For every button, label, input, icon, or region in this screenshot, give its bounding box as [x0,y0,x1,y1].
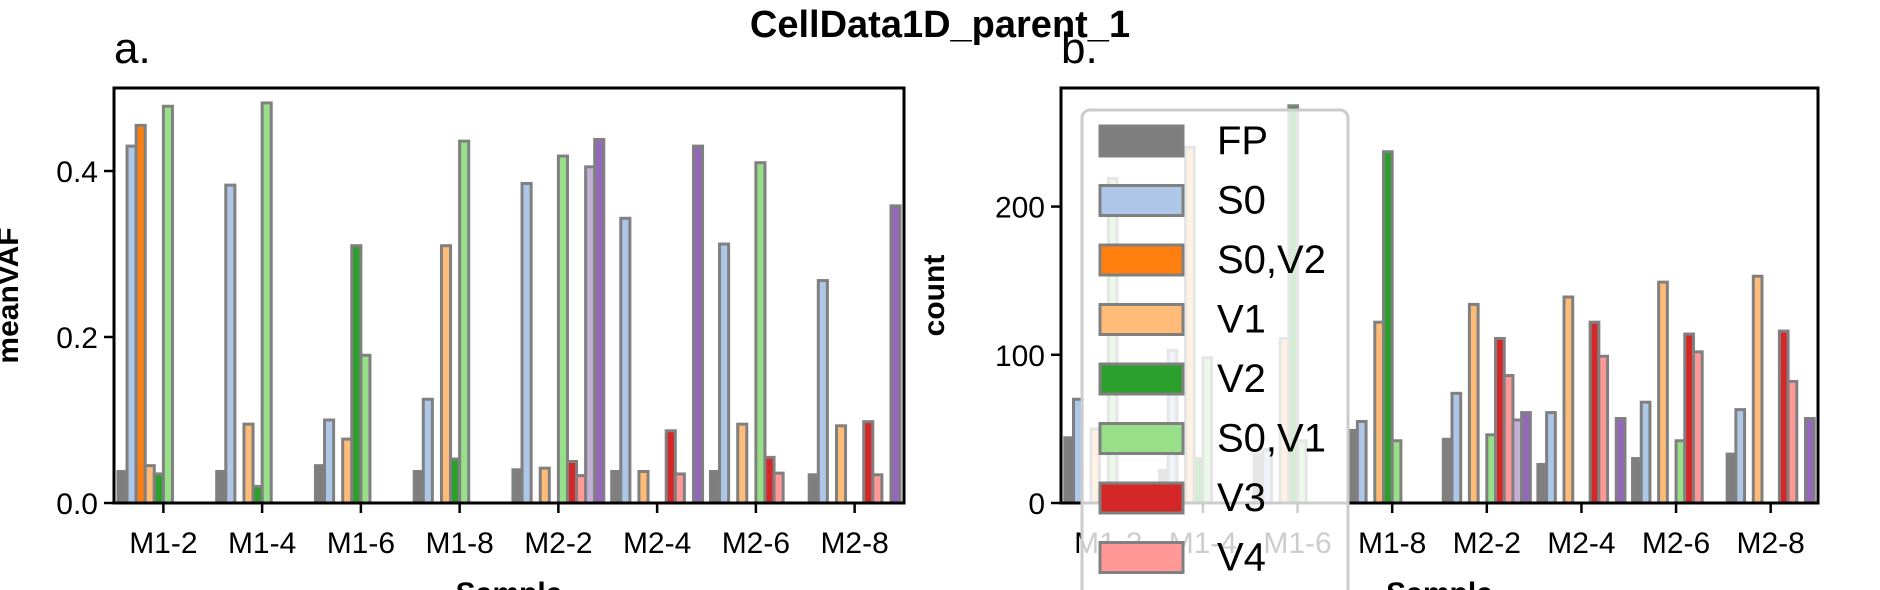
y-axis-label: meanVAF [0,227,25,363]
bar [421,397,434,505]
legend-box [1080,108,1350,590]
y-tick-label: 100 [995,340,1045,373]
x-tick-label: M2-6 [722,527,790,560]
legend-swatch [1098,303,1185,336]
bar [260,101,273,505]
figure-title: CellData1D_parent_1 [749,4,1131,46]
y-tick-label: 0.0 [56,488,98,521]
bar [161,104,174,505]
bar [520,181,533,505]
y-axis-label: count [918,255,951,337]
bar [593,137,606,505]
bar [834,424,848,505]
x-tick-label: M1-8 [1358,527,1426,560]
legend-swatch [1098,124,1185,158]
x-tick-label: M1-8 [425,527,493,560]
bar [718,242,731,505]
bar [1691,350,1704,505]
chart-panel-a: 0.0 0.2 0.4 M1-2 M1-4 M1-6 M1-8 M2-2 M2-4 M2-6 M2-… [0,86,906,590]
legend-label: V3 [1217,476,1266,520]
x-tick-label: M2-8 [820,527,888,560]
y-tick-label: 0.2 [56,322,98,355]
legend-swatch [1098,362,1185,396]
legend-swatch [1098,184,1185,217]
legend-label: V1 [1217,298,1266,342]
bar [1355,419,1368,505]
plot-frame [1059,86,1820,505]
bar [871,473,884,505]
bar [1614,417,1627,505]
bar [224,183,237,505]
bar [1804,417,1816,505]
bar [359,353,372,505]
x-axis-label: Sample [1386,577,1493,590]
bar [1390,439,1403,505]
panel-label-a: a. [114,24,151,73]
bar [1467,302,1480,505]
legend-label: S0 [1217,179,1266,223]
legend: FP S0 S0,V2 V1 V2 S0,V1 V3 V4 [1080,108,1350,590]
x-tick-label: M2-6 [1642,527,1710,560]
legend-label: V4 [1217,536,1266,580]
x-tick-label: M1-2 [129,527,197,560]
x-tick-label: M2-8 [1737,527,1805,560]
bar [1734,408,1747,505]
bar [1450,391,1463,505]
bar [691,144,705,505]
legend-swatch [1098,541,1185,574]
bar [556,154,569,505]
bar [619,216,632,505]
bar [1751,274,1764,505]
panel-label-b: b. [1061,24,1098,73]
plot-frame [112,86,906,505]
bar [1786,379,1799,505]
bar [736,422,749,505]
bar [1597,354,1610,505]
bar [1562,295,1575,505]
chart-panel-b: 0100200M1-2M1-4M1-6M1-8M2-2M2-4M2-6M2-8S… [918,86,1820,590]
x-tick-label: M2-2 [1453,527,1521,560]
bar [816,279,829,505]
bar [538,466,551,505]
x-tick-label: M1-6 [327,527,395,560]
legend-swatch [1098,422,1185,455]
bar [637,469,650,505]
x-axis-label: Sample [456,577,563,590]
bar [134,123,147,505]
bar [458,139,471,505]
bar [673,472,686,505]
legend-swatch [1098,481,1185,515]
legend-label: FP [1217,119,1268,163]
x-tick-label: M2-2 [524,527,592,560]
bar [323,418,336,505]
bar [754,161,767,505]
bar [1657,280,1669,505]
x-tick-label: M1-4 [228,527,296,560]
bar [889,204,902,505]
legend-label: S0,V1 [1217,417,1326,461]
bar [772,471,785,505]
y-tick-label: 0 [1028,488,1045,521]
legend-swatch [1098,243,1185,277]
legend-label: V2 [1217,357,1266,401]
bar [1639,400,1652,505]
y-tick-label: 200 [995,192,1045,225]
x-tick-label: M2-4 [1547,527,1615,560]
bar [1520,411,1532,505]
legend-label: S0,V2 [1217,238,1326,282]
y-tick-label: 0.4 [56,156,98,189]
x-tick-label: M2-4 [623,527,691,560]
bar [1545,411,1557,505]
